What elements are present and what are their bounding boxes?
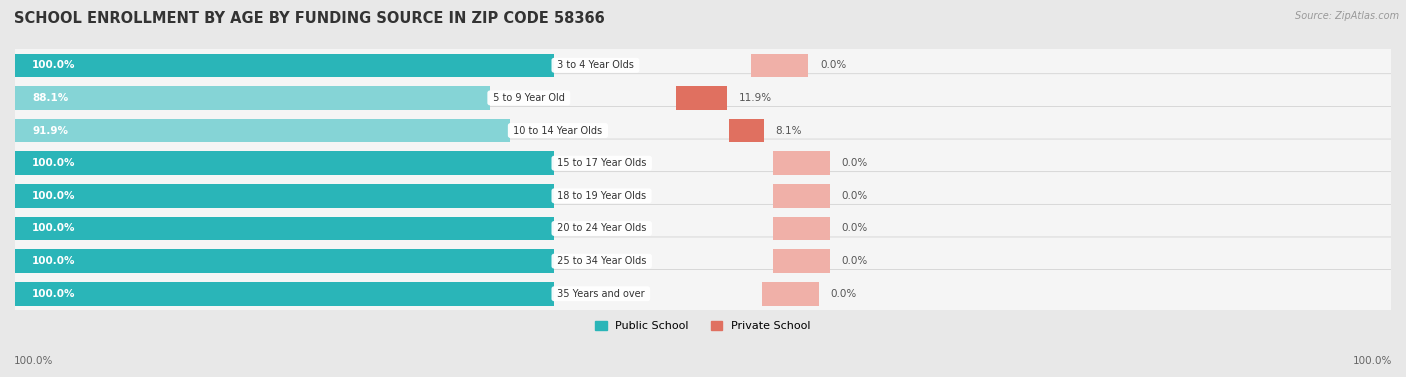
Text: 0.0%: 0.0% <box>842 224 868 233</box>
Bar <box>773 152 831 175</box>
FancyBboxPatch shape <box>11 74 1395 122</box>
FancyBboxPatch shape <box>11 237 1395 285</box>
Bar <box>773 184 831 208</box>
Legend: Public School, Private School: Public School, Private School <box>591 317 815 336</box>
Text: 0.0%: 0.0% <box>842 158 868 168</box>
Text: 0.0%: 0.0% <box>820 60 846 70</box>
FancyBboxPatch shape <box>11 204 1395 253</box>
Text: 100.0%: 100.0% <box>32 256 76 266</box>
Bar <box>15 249 554 273</box>
Text: 18 to 19 Year Olds: 18 to 19 Year Olds <box>554 191 650 201</box>
Bar <box>762 282 820 305</box>
FancyBboxPatch shape <box>11 41 1395 89</box>
Text: Source: ZipAtlas.com: Source: ZipAtlas.com <box>1295 11 1399 21</box>
Text: 100.0%: 100.0% <box>32 224 76 233</box>
Text: 100.0%: 100.0% <box>32 158 76 168</box>
Bar <box>15 86 489 110</box>
Bar <box>15 54 554 77</box>
Text: 0.0%: 0.0% <box>831 289 858 299</box>
Text: 20 to 24 Year Olds: 20 to 24 Year Olds <box>554 224 650 233</box>
Text: 0.0%: 0.0% <box>842 256 868 266</box>
Bar <box>730 119 765 142</box>
Bar <box>676 86 727 110</box>
Text: 11.9%: 11.9% <box>740 93 772 103</box>
Text: 88.1%: 88.1% <box>32 93 69 103</box>
Text: 5 to 9 Year Old: 5 to 9 Year Old <box>489 93 568 103</box>
FancyBboxPatch shape <box>11 270 1395 318</box>
Text: 0.0%: 0.0% <box>842 191 868 201</box>
Text: 91.9%: 91.9% <box>32 126 69 136</box>
Text: 100.0%: 100.0% <box>1353 356 1392 366</box>
Bar <box>15 217 554 240</box>
Text: 100.0%: 100.0% <box>32 289 76 299</box>
Bar <box>751 54 808 77</box>
Text: 10 to 14 Year Olds: 10 to 14 Year Olds <box>510 126 606 136</box>
Text: SCHOOL ENROLLMENT BY AGE BY FUNDING SOURCE IN ZIP CODE 58366: SCHOOL ENROLLMENT BY AGE BY FUNDING SOUR… <box>14 11 605 26</box>
Bar <box>773 249 831 273</box>
FancyBboxPatch shape <box>11 139 1395 187</box>
Text: 100.0%: 100.0% <box>32 191 76 201</box>
Text: 25 to 34 Year Olds: 25 to 34 Year Olds <box>554 256 650 266</box>
Bar <box>773 217 831 240</box>
Bar <box>15 282 554 305</box>
Text: 15 to 17 Year Olds: 15 to 17 Year Olds <box>554 158 650 168</box>
FancyBboxPatch shape <box>11 106 1395 155</box>
Bar <box>15 119 510 142</box>
FancyBboxPatch shape <box>11 172 1395 220</box>
Bar <box>15 184 554 208</box>
Text: 100.0%: 100.0% <box>14 356 53 366</box>
Text: 3 to 4 Year Olds: 3 to 4 Year Olds <box>554 60 637 70</box>
Text: 35 Years and over: 35 Years and over <box>554 289 648 299</box>
Text: 100.0%: 100.0% <box>32 60 76 70</box>
Bar <box>15 152 554 175</box>
Text: 8.1%: 8.1% <box>776 126 803 136</box>
